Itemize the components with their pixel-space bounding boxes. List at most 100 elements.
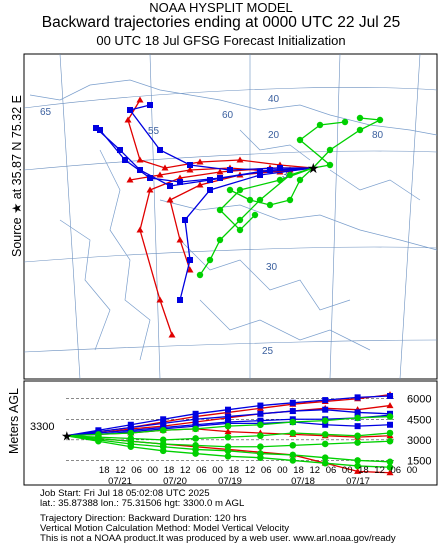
lon-label: 80: [372, 130, 384, 141]
hour-tick-label: 00: [342, 465, 353, 476]
height-point: [354, 409, 361, 416]
map-point: [177, 179, 183, 185]
height-point: [387, 392, 393, 399]
height-point: [386, 463, 394, 471]
height-point: [354, 467, 362, 474]
map-point: [277, 165, 283, 171]
date-tick-label: 07/19: [218, 476, 242, 487]
height-tick-labels: 6000 4500 3000 1500: [407, 394, 431, 468]
date-tick-label: 07/18: [291, 476, 315, 487]
direction-line: Trajectory Direction: Backward Duration:…: [40, 512, 247, 524]
map-point: [156, 296, 164, 303]
height-point: [192, 416, 199, 423]
map-point: [136, 226, 144, 233]
map-point: [296, 176, 304, 184]
map-point: [137, 167, 143, 173]
map-point: [216, 168, 224, 175]
vertical-method-line: Vertical Motion Calculation Method: Mode…: [40, 522, 290, 534]
map-point: [216, 206, 224, 214]
y-axis-label: Meters AGL: [7, 388, 21, 454]
height-point: [386, 469, 394, 476]
map-point: [207, 177, 213, 183]
height-point: [257, 402, 264, 409]
height-point: [387, 421, 393, 428]
map-point: [196, 271, 204, 279]
map-point: [196, 158, 204, 165]
height-point: [289, 451, 297, 459]
model-title: NOAA HYSPLIT MODEL: [149, 0, 293, 15]
map-point: [266, 201, 274, 209]
map-point: [167, 183, 173, 189]
map-point: [257, 172, 263, 178]
map-point: [146, 186, 154, 193]
height-point: [224, 428, 232, 435]
height-point: [321, 417, 329, 424]
map-border: [23, 53, 438, 380]
height-point: [322, 421, 329, 428]
map-point: [216, 236, 224, 244]
map-point: [326, 146, 334, 154]
map-point: [127, 107, 133, 113]
hour-tick-label: 18: [99, 465, 110, 476]
height-point: [354, 423, 361, 430]
height-point: [224, 447, 232, 455]
hour-tick-label: 18: [358, 465, 369, 476]
hour-tick-label: 00: [148, 465, 159, 476]
map-point: [182, 217, 188, 223]
map-point: [124, 116, 132, 123]
map-point: [276, 176, 284, 184]
height-point: [192, 435, 199, 442]
map-point: [136, 96, 144, 103]
height-point: [321, 440, 329, 448]
map-point: [157, 147, 163, 153]
map-point: [356, 114, 364, 122]
height-point: [192, 450, 199, 457]
lon-label: 55: [148, 126, 160, 137]
map-point: [177, 297, 183, 303]
height-point: [386, 437, 394, 445]
height-point: [225, 413, 231, 420]
height-point: [289, 408, 296, 415]
height-point: [289, 429, 297, 437]
height-point: [354, 414, 361, 422]
height-point: [159, 426, 167, 434]
start-height-label: 3300: [30, 421, 55, 433]
hour-tick-label: 12: [374, 465, 385, 476]
map-point: [186, 266, 194, 273]
hour-tick-label: 18: [164, 465, 175, 476]
hour-tick-label: 06: [131, 465, 142, 476]
map-point: [236, 186, 244, 194]
map-point: [136, 156, 144, 163]
map-point: [267, 167, 273, 173]
map-trajectory-line: [127, 99, 314, 169]
hour-tick-label: 06: [391, 465, 402, 476]
map-point: [226, 186, 234, 194]
lat-label: 25: [262, 346, 274, 357]
height-point: [225, 406, 231, 413]
map-point: [316, 121, 324, 129]
job-start-line: Job Start: Fri Jul 18 05:02:08 UTC 2025: [40, 488, 210, 499]
map-point: [187, 162, 193, 168]
map-point: [376, 116, 384, 124]
lon-label: 60: [222, 110, 234, 121]
disclaimer-line: This is not a NOAA product.It was produc…: [40, 533, 396, 545]
hour-tick-label: 06: [326, 465, 337, 476]
hour-tick-label: 00: [212, 465, 223, 476]
map-point: [122, 157, 128, 163]
source-star-icon: ★: [61, 429, 73, 444]
height-point: [289, 457, 297, 464]
map-point: [126, 176, 134, 183]
height-tick-label: 4500: [407, 414, 431, 426]
height-tick-label: 1500: [407, 455, 431, 467]
height-point: [354, 457, 361, 464]
map-trajectory-line: [219, 167, 314, 231]
height-point: [354, 439, 361, 446]
map-point: [187, 257, 193, 263]
map-point: [206, 256, 214, 264]
height-point: [386, 458, 394, 466]
map-point: [156, 171, 164, 178]
map-point: [176, 236, 184, 243]
lat-lon-grid: [23, 53, 438, 380]
date-tick-label: 07/20: [163, 476, 187, 487]
